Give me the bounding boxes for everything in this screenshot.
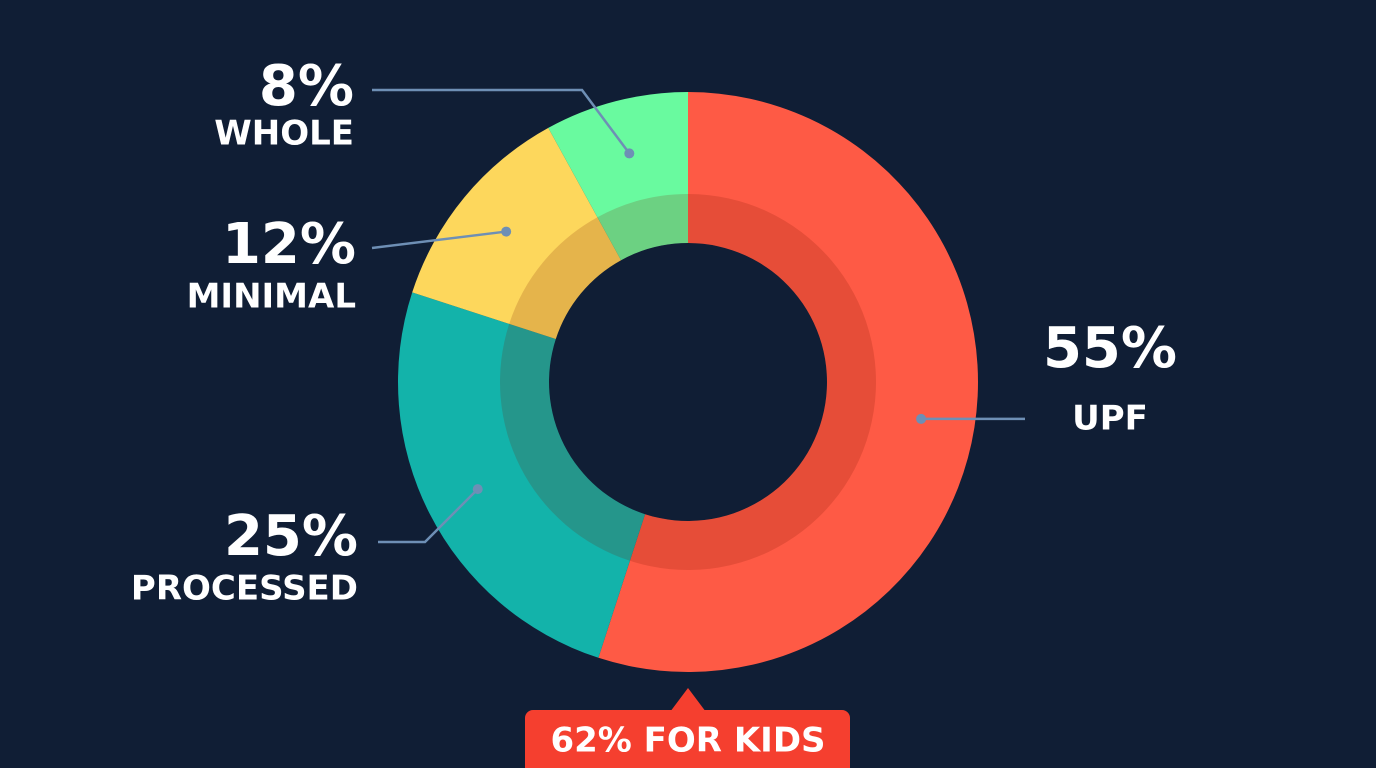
- value-label: 8%: [259, 54, 354, 119]
- callout-pointer: [670, 688, 706, 712]
- slice-inner-shade: [500, 323, 646, 561]
- leader-dot: [624, 148, 635, 159]
- slice: [598, 92, 978, 672]
- category-label: PROCESSED: [131, 569, 358, 609]
- slice: [412, 127, 622, 340]
- value-label: 55%: [1043, 316, 1177, 381]
- leader-dot: [916, 413, 927, 424]
- category-label: MINIMAL: [187, 277, 356, 317]
- labels: 55% UPF 25%PROCESSED 12%MINIMAL 8%WHOLE: [131, 54, 1177, 608]
- leader-line: [372, 88, 631, 155]
- leader-dot: [501, 226, 512, 237]
- value-label: 12%: [222, 212, 356, 277]
- value-label: 25%: [224, 504, 358, 569]
- slice: [398, 292, 646, 658]
- callout-box: [525, 710, 850, 768]
- category-label: WHOLE: [214, 114, 354, 154]
- slice-inner-shade: [629, 194, 876, 570]
- leader-line: [371, 230, 507, 250]
- slice-inner-shade: [509, 217, 622, 340]
- leader-line: [378, 488, 479, 544]
- callout-text: 62% FOR KIDS: [550, 721, 825, 761]
- leader-dot: [472, 484, 483, 495]
- slice: [548, 92, 688, 261]
- category-label: UPF: [1072, 399, 1148, 439]
- slice-inner-shade: [597, 194, 688, 261]
- donut: [398, 92, 978, 672]
